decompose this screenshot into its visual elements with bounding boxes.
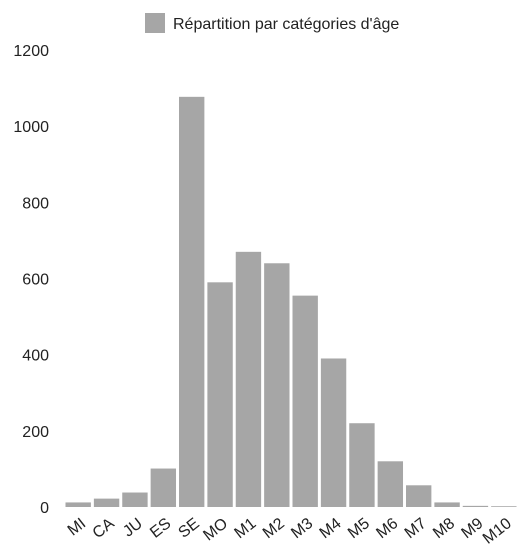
x-tick-label: M7 bbox=[402, 515, 430, 542]
x-tick-label: M3 bbox=[288, 515, 316, 542]
bar-m9 bbox=[462, 505, 489, 507]
x-tick-label: ES bbox=[147, 515, 174, 542]
bar-m1 bbox=[235, 251, 262, 507]
y-axis-ticks: 0 200 400 600 800 1000 1200 bbox=[13, 43, 49, 517]
y-tick-label: 1000 bbox=[13, 119, 49, 136]
bar-se bbox=[179, 96, 205, 507]
x-tick-label: MO bbox=[200, 515, 231, 544]
bar-ca bbox=[93, 498, 120, 507]
x-tick-label: M10 bbox=[480, 515, 515, 544]
legend-label: Répartition par catégories d'âge bbox=[173, 16, 399, 33]
bars bbox=[65, 96, 517, 507]
legend-swatch bbox=[145, 13, 165, 33]
bar-m4 bbox=[320, 358, 347, 507]
y-tick-label: 600 bbox=[22, 272, 49, 289]
bar-mo bbox=[207, 282, 233, 507]
x-tick-label: MI bbox=[65, 515, 89, 539]
bar-m3 bbox=[292, 295, 318, 507]
y-tick-label: 0 bbox=[40, 500, 49, 517]
x-tick-label: M6 bbox=[373, 515, 401, 542]
bar-m7 bbox=[406, 485, 432, 507]
x-tick-label: M1 bbox=[232, 515, 260, 542]
bar-es bbox=[150, 468, 177, 507]
y-tick-label: 1200 bbox=[13, 43, 49, 60]
bar-m6 bbox=[377, 461, 404, 507]
bar-m10 bbox=[491, 506, 517, 507]
y-tick-label: 400 bbox=[22, 348, 49, 365]
x-tick-label: SE bbox=[175, 515, 202, 542]
x-tick-label: JU bbox=[120, 515, 146, 540]
x-tick-label: CA bbox=[90, 515, 118, 542]
bar-ju bbox=[122, 492, 148, 507]
x-tick-label: M4 bbox=[317, 515, 345, 542]
y-tick-label: 800 bbox=[22, 195, 49, 212]
x-tick-label: M2 bbox=[260, 515, 288, 542]
bar-mi bbox=[65, 502, 91, 507]
legend: Répartition par catégories d'âge bbox=[145, 13, 399, 33]
x-tick-label: M5 bbox=[345, 515, 373, 542]
bar-m5 bbox=[349, 423, 375, 507]
y-tick-label: 200 bbox=[22, 424, 49, 441]
x-tick-label: M8 bbox=[430, 515, 458, 542]
bar-m8 bbox=[434, 502, 460, 507]
bar-m2 bbox=[264, 263, 290, 507]
